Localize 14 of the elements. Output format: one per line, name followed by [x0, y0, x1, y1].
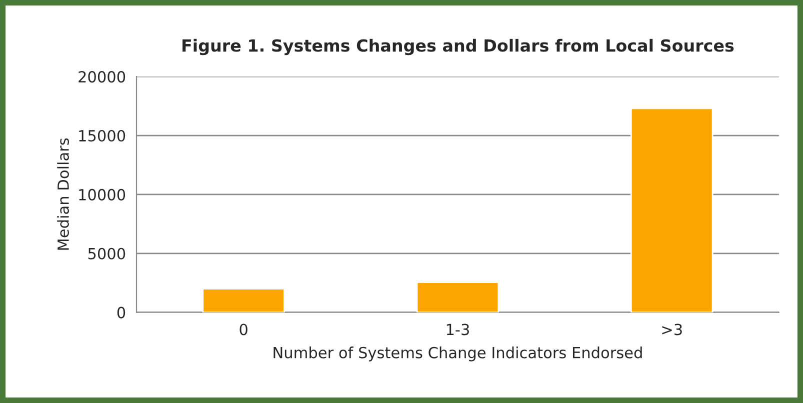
x-tick-label: >3 — [662, 324, 682, 336]
y-tick-label: 10000 — [79, 188, 126, 200]
bar — [202, 288, 285, 312]
chart-title: Figure 1. Systems Changes and Dollars from Local Sources — [182, 38, 734, 56]
y-axis-title: Median Dollars — [57, 138, 69, 250]
y-tick-label: 15000 — [79, 130, 126, 142]
y-tick-label: 5000 — [88, 248, 126, 260]
bar — [416, 282, 500, 312]
y-tick-label: 0 — [117, 306, 126, 318]
x-tick-label: 1-3 — [446, 324, 469, 336]
x-axis-title: Number of Systems Change Indicators Endorsed — [274, 346, 642, 362]
bar — [630, 108, 714, 312]
x-tick-label: 0 — [240, 324, 248, 336]
y-tick-label: 20000 — [78, 71, 126, 83]
